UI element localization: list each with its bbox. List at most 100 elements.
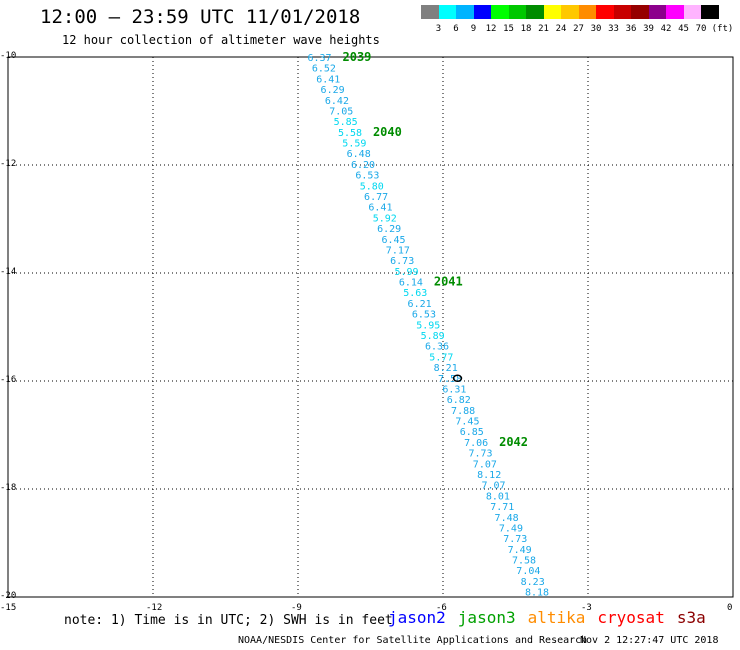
- swh-value: 7.49: [499, 523, 523, 534]
- legend-label: 21: [538, 24, 549, 34]
- lon-tick-label: -9: [291, 603, 302, 613]
- swh-value: 7.07: [473, 459, 497, 470]
- swh-value: 7.48: [495, 513, 519, 524]
- time-marker: 2040: [373, 125, 402, 139]
- swh-value: 7.58: [512, 556, 536, 567]
- swh-value: 6.20: [351, 160, 375, 171]
- satellite-altika: altika: [527, 608, 586, 627]
- lon-tick-label: -15: [0, 603, 17, 613]
- island-marker: [452, 374, 463, 383]
- legend-label: 18: [520, 24, 532, 34]
- swh-value: 6.52: [312, 64, 336, 75]
- lat-tick-label: -20: [0, 591, 17, 601]
- swh-value: 6.77: [364, 192, 388, 203]
- swh-value: 5.58: [338, 128, 362, 139]
- legend-swatch: [578, 5, 596, 19]
- page-subtitle: 12 hour collection of altimeter wave hei…: [62, 33, 380, 47]
- legend-swatch: [683, 5, 701, 19]
- legend-swatch: [508, 5, 526, 19]
- legend-swatch: [648, 5, 666, 19]
- swh-value: 6.45: [381, 235, 405, 246]
- swh-value: 6.42: [325, 96, 349, 107]
- swh-value: 7.06: [464, 438, 488, 449]
- swh-value: 7.45: [455, 417, 479, 428]
- swh-value: 6.82: [447, 395, 471, 406]
- legend-swatch: [561, 5, 579, 19]
- lat-tick-label: -14: [0, 267, 17, 277]
- swh-value: 6.14: [399, 278, 423, 289]
- legend-swatch: [701, 5, 719, 19]
- lat-tick-label: -18: [0, 483, 17, 493]
- swh-value: 6.41: [316, 74, 340, 85]
- swh-value: 6.73: [390, 256, 414, 267]
- swh-value: 5.92: [373, 213, 397, 224]
- legend-label: 45: [678, 24, 689, 34]
- legend-swatch: [438, 5, 456, 19]
- satellite-cryosat: cryosat: [597, 608, 665, 627]
- map-frame: [7, 56, 734, 598]
- lon-tick-label: -3: [581, 603, 592, 613]
- lon-tick-label: 0: [727, 603, 733, 613]
- legend-label: 24: [555, 24, 567, 34]
- legend-label: 27: [573, 24, 584, 34]
- swh-value: 7.49: [508, 545, 532, 556]
- satellite-s3a: s3a: [676, 608, 706, 627]
- swh-value: 7.05: [329, 106, 353, 117]
- legend-label: 70: [695, 24, 707, 34]
- legend-unit: (ft): [711, 24, 734, 34]
- swh-value: 8.01: [486, 491, 510, 502]
- swh-value: 5.80: [360, 181, 384, 192]
- swh-value: 6.29: [377, 224, 401, 235]
- legend-swatch: [456, 5, 474, 19]
- lon-tick-label: -12: [146, 603, 163, 613]
- swh-value: 7.58: [438, 374, 462, 385]
- swh-value: 6.21: [408, 299, 432, 310]
- credit-text: NOAA/NESDIS Center for Satellite Applica…: [238, 635, 588, 646]
- legend-label: 12: [485, 24, 497, 34]
- time-marker: 2041: [434, 275, 463, 289]
- legend-swatch: [491, 5, 509, 19]
- swh-value: 6.29: [321, 85, 345, 96]
- lat-tick-label: -12: [0, 159, 17, 169]
- lat-tick-label: -16: [0, 375, 17, 385]
- swh-value: 7.71: [490, 502, 514, 513]
- legend-label: 3: [435, 24, 442, 34]
- lat-tick-label: -10: [0, 51, 17, 61]
- swh-value: 5.99: [395, 267, 419, 278]
- legend-label: 15: [503, 24, 514, 34]
- swh-value: 8.12: [477, 470, 501, 481]
- swh-value: 7.07: [482, 481, 506, 492]
- legend-swatch: [666, 5, 684, 19]
- legend-label: 30: [590, 24, 602, 34]
- swh-value: 8.18: [525, 588, 549, 599]
- time-marker: 2042: [499, 435, 528, 449]
- swh-value: 6.85: [460, 427, 484, 438]
- swh-value: 7.88: [451, 406, 475, 417]
- page-title: 12:00 – 23:59 UTC 11/01/2018: [40, 6, 361, 28]
- legend-label: 42: [660, 24, 672, 34]
- swh-value: 5.95: [416, 320, 440, 331]
- swh-value: 7.04: [516, 566, 540, 577]
- swh-value: 7.17: [386, 245, 410, 256]
- swh-value: 5.89: [421, 331, 445, 342]
- swh-value: 6.53: [412, 310, 436, 321]
- satellite-jason2: jason2: [388, 608, 446, 627]
- swh-value: 5.63: [403, 288, 427, 299]
- swh-value: 7.73: [468, 449, 492, 460]
- swh-value: 6.41: [368, 203, 392, 214]
- swh-value: 6.36: [425, 342, 449, 353]
- swh-value: 6.37: [308, 53, 332, 64]
- legend-swatch: [473, 5, 491, 19]
- legend-swatch: [526, 5, 544, 19]
- swh-value: 5.59: [342, 139, 366, 150]
- swh-value: 8.21: [434, 363, 458, 374]
- legend-label: 36: [625, 24, 637, 34]
- timestamp-text: Nov 2 12:27:47 UTC 2018: [580, 635, 719, 646]
- legend-swatch: [596, 5, 614, 19]
- satellite-legend: jason2 jason3 altika cryosat s3a: [388, 608, 718, 627]
- lon-tick-label: -6: [436, 603, 447, 613]
- legend-swatch: [613, 5, 631, 19]
- swh-value: 8.23: [521, 577, 545, 588]
- swh-value: 5.77: [429, 352, 453, 363]
